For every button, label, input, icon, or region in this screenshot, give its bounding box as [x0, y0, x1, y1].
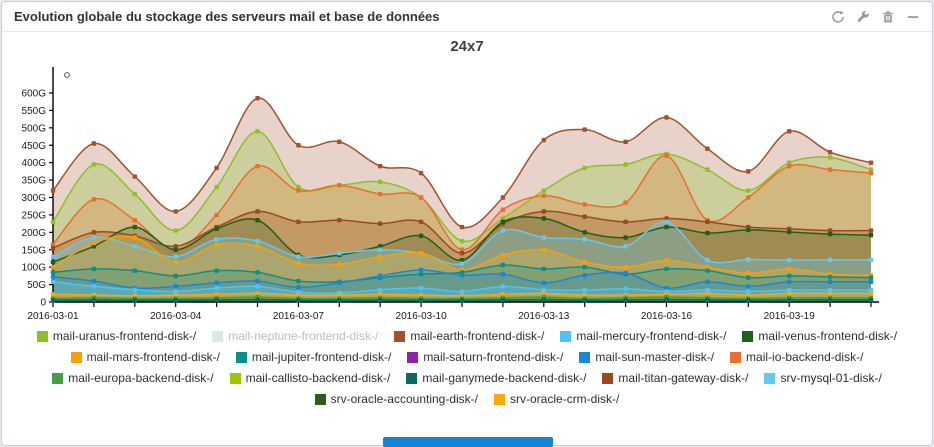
- legend-label: mail-neptune-frontend-disk-/: [228, 329, 379, 343]
- legend-item[interactable]: mail-venus-frontend-disk-/: [742, 326, 897, 347]
- legend-item[interactable]: mail-neptune-frontend-disk-/: [212, 326, 378, 347]
- legend-swatch: [742, 331, 754, 342]
- svg-text:350G: 350G: [22, 176, 47, 187]
- plot-corner-marker: [64, 72, 70, 78]
- svg-text:2016-03-01: 2016-03-01: [27, 311, 79, 322]
- legend-item[interactable]: mail-earth-frontend-disk-/: [394, 326, 544, 347]
- legend-label: srv-oracle-accounting-disk-/: [330, 392, 479, 406]
- collapse-icon[interactable]: [906, 10, 920, 24]
- legend-row: mail-uranus-frontend-disk-/ mail-neptune-…: [2, 326, 932, 347]
- refresh-icon[interactable]: [831, 10, 845, 24]
- legend-item[interactable]: mail-titan-gateway-disk-/: [602, 368, 748, 389]
- legend-swatch: [764, 373, 776, 384]
- legend-item[interactable]: mail-jupiter-frontend-disk-/: [235, 347, 392, 368]
- chart-legend: mail-uranus-frontend-disk-/ mail-neptune-…: [2, 326, 932, 410]
- axes: 0 50G 100G 150G 200G 250G 300G 350G 400G 450G 500G…: [22, 67, 879, 322]
- legend-item[interactable]: mail-callisto-backend-disk-/: [229, 368, 391, 389]
- legend-item[interactable]: mail-europa-backend-disk-/: [52, 368, 214, 389]
- legend-swatch: [494, 394, 506, 405]
- legend-swatch: [730, 352, 742, 363]
- svg-text:100G: 100G: [22, 263, 47, 274]
- legend-swatch: [579, 352, 591, 363]
- legend-swatch: [406, 373, 418, 384]
- series-srv-mysql-01-disk-/: [50, 219, 874, 266]
- svg-text:600G: 600G: [22, 89, 47, 100]
- legend-swatch: [229, 373, 241, 384]
- series-mail-titan-gateway-disk-/: [50, 209, 874, 256]
- legend-item[interactable]: srv-oracle-crm-disk-/: [494, 389, 619, 410]
- legend-label: mail-europa-backend-disk-/: [68, 371, 214, 385]
- legend-item[interactable]: mail-sun-master-disk-/: [579, 347, 714, 368]
- series-mail-sun-master-disk-/: [50, 267, 874, 291]
- legend-item[interactable]: mail-saturn-frontend-disk-/: [407, 347, 563, 368]
- legend-swatch: [36, 331, 48, 342]
- svg-text:2016-03-19: 2016-03-19: [764, 311, 816, 322]
- legend-label: mail-mars-frontend-disk-/: [86, 350, 220, 364]
- legend-label: mail-saturn-frontend-disk-/: [423, 350, 564, 364]
- widget-header: Evolution globale du stockage des serveu…: [2, 2, 932, 32]
- widget-header-actions: [831, 10, 920, 24]
- legend-swatch: [602, 373, 614, 384]
- svg-text:2016-03-16: 2016-03-16: [641, 311, 693, 322]
- series-mail-earth-frontend-disk-/: [50, 96, 874, 230]
- legend-label: mail-jupiter-frontend-disk-/: [251, 350, 392, 364]
- svg-text:2016-03-04: 2016-03-04: [150, 311, 202, 322]
- series-mail-mars-frontend-disk-/: [50, 235, 874, 278]
- legend-item[interactable]: mail-ganymede-backend-disk-/: [406, 368, 586, 389]
- series-mail-ganymede-backend-disk-/: [50, 297, 874, 303]
- svg-text:500G: 500G: [22, 123, 47, 134]
- chart-subtitle: 24x7: [450, 38, 484, 55]
- legend-label: mail-titan-gateway-disk-/: [618, 371, 749, 385]
- legend-item[interactable]: srv-oracle-accounting-disk-/: [314, 389, 479, 410]
- stacked-area-chart[interactable]: 0 50G 100G 150G 200G 250G 300G 350G 400G 450G 500G…: [7, 57, 927, 325]
- legend-label: mail-uranus-frontend-disk-/: [52, 329, 197, 343]
- legend-swatch: [70, 352, 82, 363]
- scrollbar-thumb[interactable]: [383, 437, 553, 447]
- legend-swatch: [52, 373, 64, 384]
- legend-label: mail-io-backend-disk-/: [746, 350, 864, 364]
- svg-text:2016-03-13: 2016-03-13: [518, 311, 570, 322]
- svg-text:300G: 300G: [22, 193, 47, 204]
- wrench-icon[interactable]: [856, 10, 870, 24]
- legend-row: mail-europa-backend-disk-/ mail-callisto-…: [2, 368, 932, 389]
- legend-label: mail-venus-frontend-disk-/: [758, 329, 898, 343]
- legend-label: mail-ganymede-backend-disk-/: [422, 371, 587, 385]
- legend-label: srv-oracle-crm-disk-/: [510, 392, 620, 406]
- legend-row: srv-oracle-accounting-disk-/ srv-oracle-c…: [2, 389, 932, 410]
- svg-text:400G: 400G: [22, 158, 47, 169]
- legend-swatch: [235, 352, 247, 363]
- legend-label: mail-sun-master-disk-/: [595, 350, 715, 364]
- svg-text:150G: 150G: [22, 245, 47, 256]
- legend-item[interactable]: mail-uranus-frontend-disk-/: [36, 326, 197, 347]
- svg-text:0: 0: [40, 298, 46, 309]
- legend-swatch: [394, 331, 406, 342]
- legend-row: mail-mars-frontend-disk-/ mail-jupiter-fr…: [2, 347, 932, 368]
- legend-swatch: [314, 394, 326, 405]
- legend-swatch: [560, 331, 572, 342]
- svg-text:2016-03-10: 2016-03-10: [396, 311, 448, 322]
- svg-text:550G: 550G: [22, 106, 47, 117]
- legend-label: mail-callisto-backend-disk-/: [245, 371, 391, 385]
- legend-label: srv-mysql-01-disk-/: [780, 371, 882, 385]
- svg-text:450G: 450G: [22, 141, 47, 152]
- svg-text:200G: 200G: [22, 228, 47, 239]
- svg-text:50G: 50G: [27, 280, 46, 291]
- legend-item[interactable]: mail-io-backend-disk-/: [730, 347, 863, 368]
- trash-icon[interactable]: [881, 10, 895, 24]
- widget-title: Evolution globale du stockage des serveu…: [14, 9, 440, 24]
- area-mail-io-backend-disk-/: [53, 155, 871, 302]
- legend-label: mail-earth-frontend-disk-/: [410, 329, 545, 343]
- legend-item[interactable]: srv-mysql-01-disk-/: [764, 368, 882, 389]
- area-mail-earth-frontend-disk-/: [53, 97, 871, 302]
- legend-label: mail-mercury-frontend-disk-/: [576, 329, 727, 343]
- series-mail-venus-frontend-disk-/: [50, 216, 874, 265]
- legend-item[interactable]: mail-mercury-frontend-disk-/: [560, 326, 726, 347]
- svg-text:250G: 250G: [22, 210, 47, 221]
- legend-item[interactable]: mail-mars-frontend-disk-/: [70, 347, 220, 368]
- svg-text:2016-03-07: 2016-03-07: [273, 311, 325, 322]
- legend-swatch: [212, 331, 224, 342]
- legend-swatch: [407, 352, 419, 363]
